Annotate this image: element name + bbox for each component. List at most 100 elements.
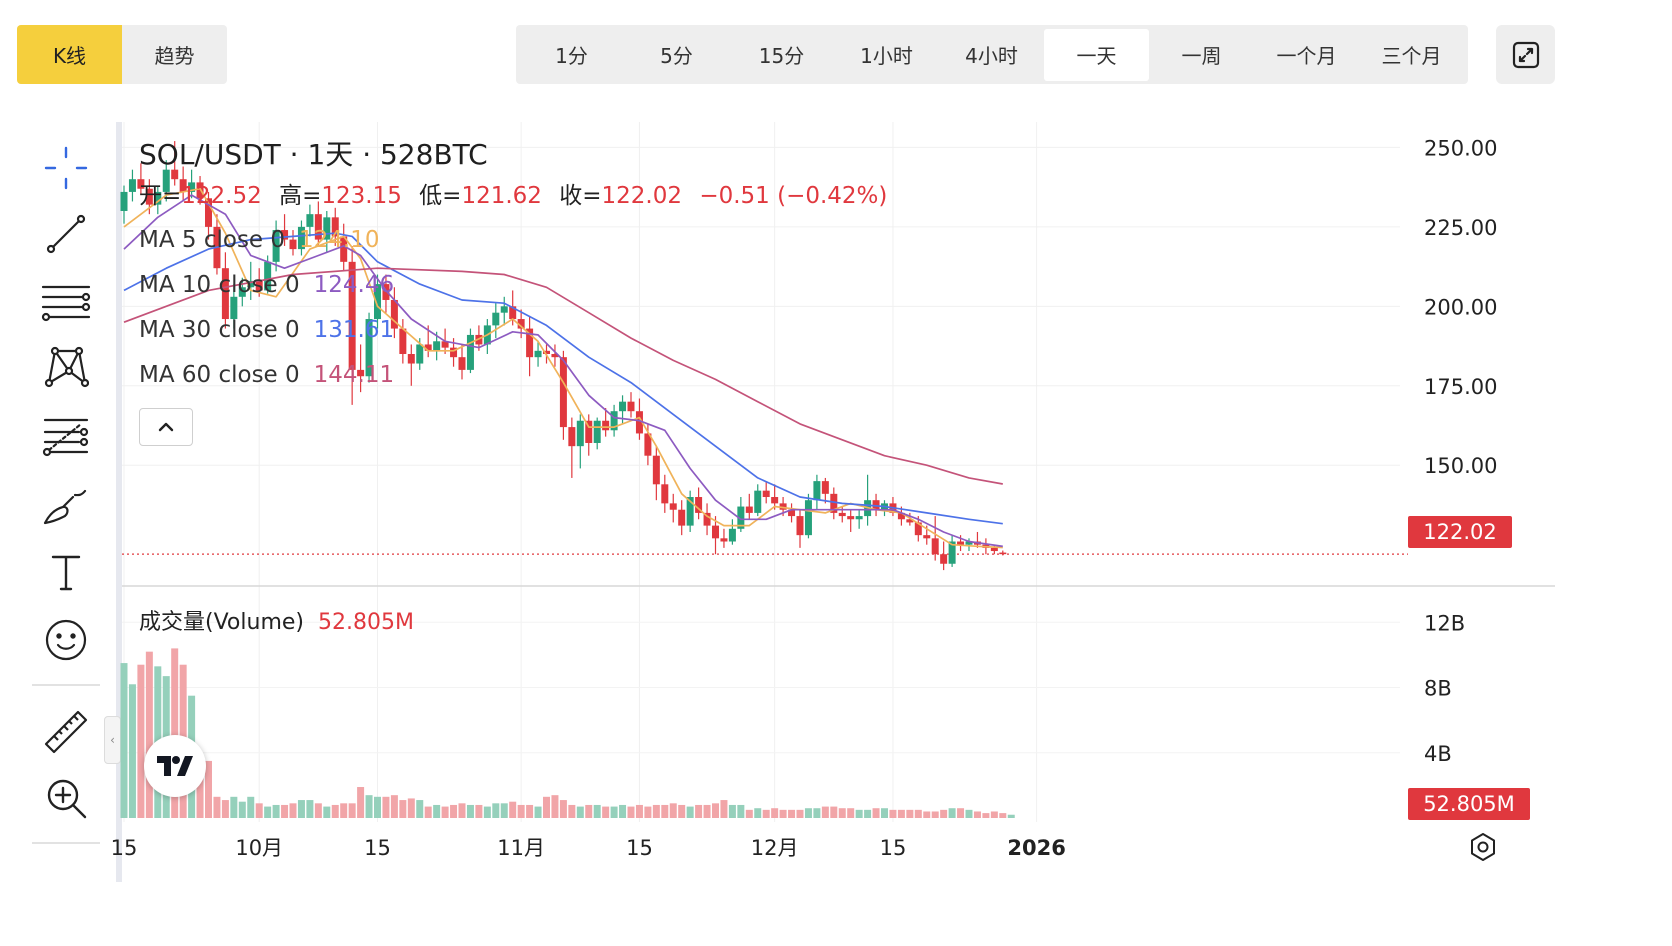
candle: [813, 474, 821, 510]
zoom-tool[interactable]: [40, 772, 92, 824]
fullscreen-button[interactable]: [1496, 25, 1555, 84]
candle: [306, 204, 314, 237]
volume-bar: [804, 808, 812, 818]
candle: [804, 493, 812, 539]
x-tick-label: 15: [364, 836, 391, 860]
collapse-legend-button[interactable]: [139, 408, 193, 446]
chart-mode-toggle: K线 趋势: [17, 25, 227, 84]
tradingview-logo-icon: [157, 756, 193, 776]
ma5-legend[interactable]: MA 5 close 0 124.10: [139, 218, 897, 263]
ruler-icon: [44, 710, 88, 754]
volume-bar: [399, 800, 407, 818]
x-tick-label: 15: [111, 836, 138, 860]
volume-bar: [221, 800, 229, 818]
candle-body: [897, 512, 905, 520]
candle: [374, 274, 381, 329]
expand-icon: [1512, 41, 1539, 68]
volume-bar: [602, 806, 610, 818]
horizontal-lines-tool[interactable]: [40, 274, 92, 326]
volume-bar: [323, 806, 331, 818]
volume-bar: [754, 808, 762, 818]
candle-body: [450, 347, 458, 358]
pattern-tool[interactable]: [40, 340, 92, 392]
volume-bar: [669, 803, 677, 818]
volume-bar: [576, 806, 584, 818]
volume-bar: [306, 800, 314, 818]
candle-body: [965, 541, 973, 545]
volume-bar: [838, 808, 846, 818]
volume-bar: [340, 803, 348, 818]
volume-bar: [568, 804, 576, 818]
candle: [695, 487, 703, 520]
interval-5m-button[interactable]: 5分: [660, 44, 693, 68]
volume-bar: [661, 804, 669, 818]
tradingview-logo[interactable]: [144, 735, 206, 797]
interval-1mo-button[interactable]: 一个月: [1276, 44, 1337, 68]
candle-body: [314, 214, 322, 240]
candle: [720, 528, 728, 548]
candle-body: [348, 261, 356, 370]
candle-body: [627, 401, 635, 412]
ruler-tool[interactable]: [40, 706, 92, 758]
ma10-legend[interactable]: MA 10 close 0 124.46: [139, 263, 897, 308]
interval-3mo-button[interactable]: 三个月: [1381, 44, 1442, 68]
volume-bar: [948, 808, 956, 818]
text-tool[interactable]: [40, 546, 92, 598]
volume-bar: [762, 809, 770, 818]
candle: [610, 404, 618, 437]
interval-1w-button[interactable]: 一周: [1181, 44, 1222, 68]
volume-bar: [686, 806, 694, 818]
ma30-name: MA 30 close 0: [139, 317, 300, 343]
ma60-legend[interactable]: MA 60 close 0 144.11: [139, 353, 897, 398]
fib-tool[interactable]: [40, 409, 92, 461]
interval-1m-button[interactable]: 1分: [555, 44, 588, 68]
candle-body: [838, 512, 846, 517]
chart-settings-button[interactable]: [1464, 828, 1502, 866]
candle-body: [619, 401, 627, 412]
crosshair-tool[interactable]: [40, 142, 92, 194]
volume-bar: [788, 809, 796, 818]
x-tick-label: 12月: [751, 836, 799, 860]
candle-body: [703, 512, 711, 526]
candle: [171, 141, 179, 186]
candle-body: [872, 500, 880, 510]
volume-bar: [433, 804, 441, 818]
y-tick-label: 225.00: [1424, 216, 1497, 240]
volume-bar: [610, 806, 618, 818]
candle: [559, 350, 567, 440]
x-tick-label: 11月: [497, 836, 545, 860]
candle-body: [331, 217, 339, 237]
candle-body: [500, 306, 508, 313]
ma10-line: [123, 194, 1003, 548]
candle-body: [306, 214, 314, 227]
ma30-legend[interactable]: MA 30 close 0 131.61: [139, 308, 897, 353]
candle-body: [551, 354, 559, 358]
interval-15m-button[interactable]: 15分: [758, 44, 805, 68]
current-price-tag: 122.02: [1408, 516, 1512, 548]
candle-body: [205, 198, 212, 227]
volume-tick-label: 4B: [1424, 742, 1452, 766]
toolbar-collapse-tab[interactable]: ‹: [104, 716, 121, 764]
interval-1h-button[interactable]: 1小时: [860, 44, 913, 68]
mode-kline-button[interactable]: K线: [17, 25, 122, 84]
candle: [965, 538, 973, 552]
interval-4h-button[interactable]: 4小时: [965, 44, 1018, 68]
mode-trend-button[interactable]: 趋势: [154, 44, 195, 68]
volume-bar: [771, 808, 779, 818]
trend-line-tool[interactable]: [40, 208, 92, 260]
candle-body: [847, 516, 855, 520]
volume-bar: [128, 684, 136, 818]
y-tick-label: 200.00: [1424, 295, 1497, 319]
volume-bar: [238, 801, 246, 818]
candle-body: [728, 528, 736, 542]
interval-1d-button[interactable]: 一天: [1044, 28, 1149, 81]
candle-body: [543, 350, 550, 354]
drawing-toolbar: [0, 122, 116, 882]
candle: [551, 344, 559, 367]
brush-tool[interactable]: [40, 480, 92, 532]
volume-bar: [585, 804, 593, 818]
volume-bar: [255, 803, 263, 818]
chart-grid: [122, 122, 1555, 822]
emoji-tool[interactable]: [40, 614, 92, 666]
